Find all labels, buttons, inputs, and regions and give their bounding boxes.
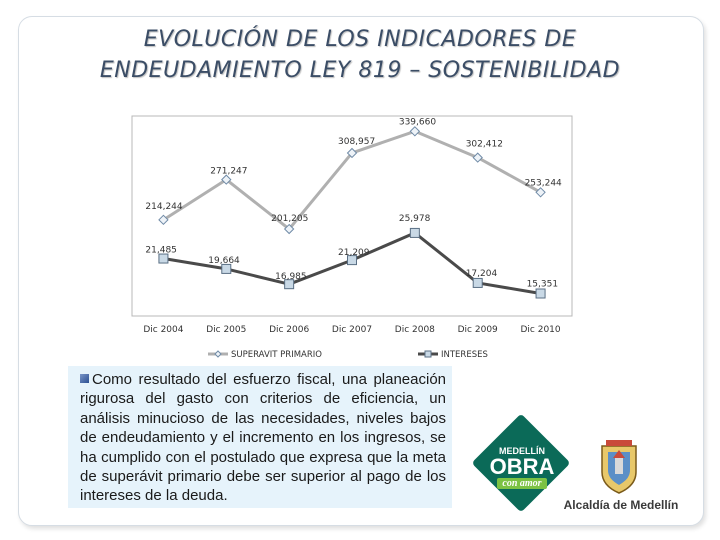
- point-marker: [472, 277, 483, 288]
- alcaldia-label: Alcaldía de Medellín: [563, 498, 679, 512]
- x-tick-label: Dic 2005: [206, 325, 246, 335]
- data-label: 271,247: [210, 167, 247, 177]
- point-marker: [409, 227, 420, 238]
- data-label: 339,660: [399, 117, 436, 127]
- data-label: 15,351: [527, 279, 559, 289]
- point-marker: [283, 223, 295, 235]
- data-label: 19,664: [208, 256, 240, 266]
- data-label: 214,244: [145, 202, 182, 212]
- point-marker: [284, 279, 295, 290]
- point-marker: [535, 288, 546, 299]
- bullet-icon: [80, 374, 89, 383]
- legend-marker: [424, 350, 432, 358]
- x-tick-label: Dic 2009: [458, 325, 498, 335]
- data-label: 201,205: [271, 214, 308, 224]
- page-title: EVOLUCIÓN DE LOS INDICADORES DE ENDEUDAM…: [0, 24, 720, 86]
- point-marker: [347, 255, 357, 266]
- point-marker: [158, 214, 169, 226]
- data-label: 302,412: [466, 140, 503, 150]
- data-label: 25,978: [399, 214, 431, 224]
- x-tick-label: Dic 2008: [395, 325, 435, 335]
- logo-line-1: MEDELLÍN: [499, 446, 545, 456]
- data-label: 21,485: [145, 246, 177, 256]
- x-tick-label: Dic 2004: [143, 325, 183, 335]
- x-tick-label: Dic 2006: [269, 325, 309, 335]
- point-marker: [346, 147, 358, 159]
- point-marker: [409, 126, 421, 137]
- coat-of-arms-icon: [601, 440, 637, 494]
- data-label: 17,204: [466, 269, 498, 279]
- point-marker: [221, 174, 232, 185]
- description-text: Como resultado del esfuerzo fiscal, una …: [80, 371, 446, 505]
- legend-label: INTERESES: [441, 350, 488, 360]
- logo-line-3: con amor: [497, 478, 547, 489]
- point-marker: [221, 263, 232, 274]
- data-label: 21,209: [338, 248, 370, 258]
- title-line-2: ENDEUDAMIENTO LEY 819 – SOSTENIBILIDAD: [99, 58, 621, 83]
- logo-line-2: OBRA: [489, 454, 555, 479]
- point-marker: [535, 187, 546, 198]
- legend-marker: [214, 350, 222, 358]
- point-marker: [472, 152, 483, 163]
- description-paragraph: Como resultado del esfuerzo fiscal, una …: [80, 370, 446, 506]
- legend-label: SUPERAVIT PRIMARIO: [231, 350, 322, 360]
- data-label: 308,957: [338, 137, 375, 147]
- x-tick-label: Dic 2010: [520, 325, 560, 335]
- title-line-1: EVOLUCIÓN DE LOS INDICADORES DE: [143, 27, 577, 52]
- data-label: 16,985: [275, 272, 307, 282]
- point-marker: [158, 253, 169, 264]
- x-tick-label: Dic 2007: [332, 325, 372, 335]
- data-label: 253,244: [525, 178, 562, 188]
- medellin-obra-logo: MEDELLÍN OBRA con amor: [471, 413, 571, 513]
- description-box: Como resultado del esfuerzo fiscal, una …: [68, 366, 452, 508]
